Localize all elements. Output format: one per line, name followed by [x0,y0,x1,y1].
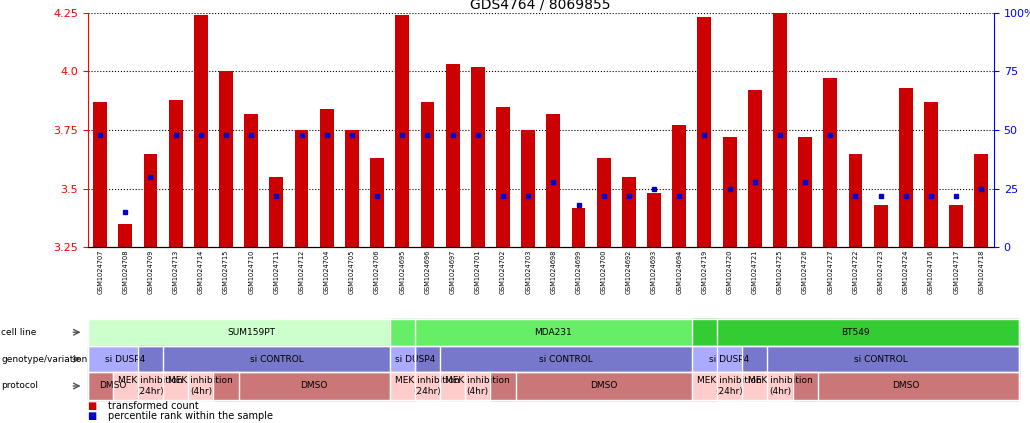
Text: si DUSP4: si DUSP4 [394,354,435,364]
Text: genotype/variation: genotype/variation [1,354,88,364]
Text: GSM1024724: GSM1024724 [903,250,908,294]
Text: GSM1024706: GSM1024706 [374,250,380,294]
Bar [446,64,459,247]
Text: GSM1024704: GSM1024704 [323,250,330,294]
Bar [295,130,308,247]
Text: ■: ■ [88,401,97,411]
Bar [849,154,862,247]
Text: MEK inhibition
(4hr): MEK inhibition (4hr) [748,376,813,396]
Bar [319,109,334,247]
Text: GSM1024720: GSM1024720 [726,250,732,294]
Bar [723,137,736,247]
Text: MEK inhibition
(4hr): MEK inhibition (4hr) [445,376,510,396]
Text: MEK inhibition
(24hr): MEK inhibition (24hr) [396,376,459,396]
Text: si DUSP4: si DUSP4 [710,354,750,364]
Bar [396,15,409,247]
Text: GSM1024715: GSM1024715 [224,250,229,294]
Text: GSM1024726: GSM1024726 [802,250,809,294]
Text: GSM1024709: GSM1024709 [147,250,153,294]
Text: GSM1024714: GSM1024714 [198,250,204,294]
Bar [471,67,485,247]
Text: DMSO: DMSO [301,382,328,390]
Text: GSM1024723: GSM1024723 [878,250,884,294]
Bar [118,224,132,247]
Text: si CONTROL: si CONTROL [539,354,593,364]
Text: GSM1024713: GSM1024713 [173,250,178,294]
Text: GSM1024719: GSM1024719 [701,250,708,294]
Text: DMSO: DMSO [590,382,617,390]
Text: GSM1024695: GSM1024695 [400,250,405,294]
Bar [772,8,787,247]
Bar [546,114,560,247]
Text: GSM1024696: GSM1024696 [424,250,431,294]
Text: DMSO: DMSO [892,382,920,390]
Bar [143,154,158,247]
Text: GSM1024705: GSM1024705 [349,250,355,294]
Bar [622,177,636,247]
Text: MEK inhibition
(24hr): MEK inhibition (24hr) [118,376,183,396]
Text: ■: ■ [88,412,97,421]
Text: GSM1024712: GSM1024712 [299,250,305,294]
Text: BT549: BT549 [842,328,869,337]
Text: GSM1024721: GSM1024721 [752,250,758,294]
Bar [748,90,761,247]
Text: SUM159PT: SUM159PT [228,328,275,337]
Bar [219,71,233,247]
Bar [194,15,208,247]
Text: GSM1024697: GSM1024697 [450,250,455,294]
Bar [697,17,712,247]
Text: GSM1024698: GSM1024698 [550,250,556,294]
Title: GDS4764 / 8069855: GDS4764 / 8069855 [471,0,611,11]
Text: si CONTROL: si CONTROL [854,354,907,364]
Text: GSM1024692: GSM1024692 [626,250,631,294]
Text: si CONTROL: si CONTROL [249,354,303,364]
Text: GSM1024703: GSM1024703 [525,250,531,294]
Text: si DUSP4: si DUSP4 [105,354,145,364]
Text: GSM1024718: GSM1024718 [978,250,985,294]
Text: MEK inhibition
(4hr): MEK inhibition (4hr) [169,376,233,396]
Text: GSM1024711: GSM1024711 [273,250,279,294]
Bar [798,137,812,247]
Text: GSM1024699: GSM1024699 [576,250,582,294]
Text: percentile rank within the sample: percentile rank within the sample [108,412,273,421]
Bar [169,99,182,247]
Text: GSM1024707: GSM1024707 [97,250,103,294]
Text: protocol: protocol [1,382,38,390]
Bar [521,130,535,247]
Text: transformed count: transformed count [108,401,199,411]
Text: GSM1024727: GSM1024727 [827,250,833,294]
Bar [823,78,837,247]
Bar [345,130,358,247]
Bar [596,158,611,247]
Text: GSM1024722: GSM1024722 [853,250,858,294]
Bar [974,154,988,247]
Text: GSM1024725: GSM1024725 [777,250,783,294]
Bar [94,102,107,247]
Text: GSM1024710: GSM1024710 [248,250,254,294]
Bar [370,158,384,247]
Bar [924,102,938,247]
Bar [899,88,913,247]
Text: GSM1024693: GSM1024693 [651,250,657,294]
Bar [950,205,963,247]
Bar [873,205,888,247]
Text: GSM1024700: GSM1024700 [600,250,607,294]
Bar [673,125,686,247]
Bar [270,177,283,247]
Text: GSM1024702: GSM1024702 [500,250,506,294]
Bar [244,114,259,247]
Text: GSM1024716: GSM1024716 [928,250,934,294]
Bar [496,107,510,247]
Text: MEK inhibition
(24hr): MEK inhibition (24hr) [697,376,762,396]
Bar [572,208,585,247]
Text: GSM1024701: GSM1024701 [475,250,481,294]
Bar [647,193,661,247]
Text: GSM1024694: GSM1024694 [677,250,682,294]
Text: GSM1024717: GSM1024717 [953,250,959,294]
Text: DMSO: DMSO [99,382,127,390]
Text: MDA231: MDA231 [535,328,573,337]
Bar [420,102,435,247]
Text: GSM1024708: GSM1024708 [123,250,129,294]
Text: cell line: cell line [1,328,36,337]
